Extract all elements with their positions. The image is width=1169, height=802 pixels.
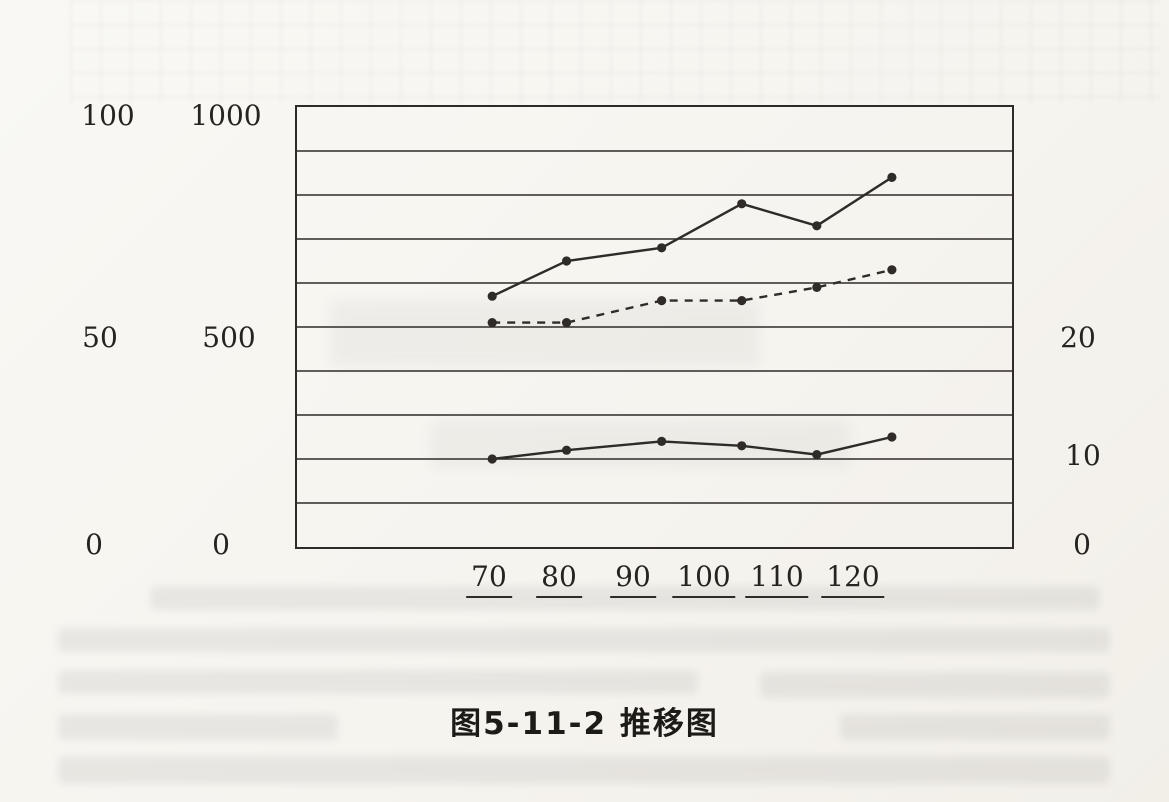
x-tick-label: 80 [536,560,582,598]
inner-axis-tick-0: 0 [212,528,230,561]
bleedthrough-artifact [58,756,1110,784]
bleedthrough-artifact [58,670,698,694]
x-tick-label: 70 [466,560,512,598]
x-tick-label: 110 [745,560,809,598]
right-axis-tick-20: 20 [1060,321,1096,354]
right-axis-tick-10: 10 [1065,439,1101,472]
figure-caption: 图5-11-2 推移图 [450,706,719,742]
inner-axis-tick-1000: 1000 [190,99,262,132]
left-axis-tick-100: 100 [81,99,135,132]
x-tick-label: 90 [610,560,656,598]
x-tick-label: 100 [672,560,736,598]
left-axis-tick-50: 50 [82,321,118,354]
bleedthrough-artifact [70,0,1160,104]
left-axis-tick-0: 0 [85,528,103,561]
bleedthrough-artifact [760,672,1110,698]
x-tick-label: 120 [821,560,885,598]
plot-svg [297,150,1012,504]
inner-axis-tick-500: 500 [202,321,256,354]
bleedthrough-artifact [58,628,1110,652]
trend-chart-plot [295,105,1014,549]
right-axis-tick-0: 0 [1073,528,1091,561]
